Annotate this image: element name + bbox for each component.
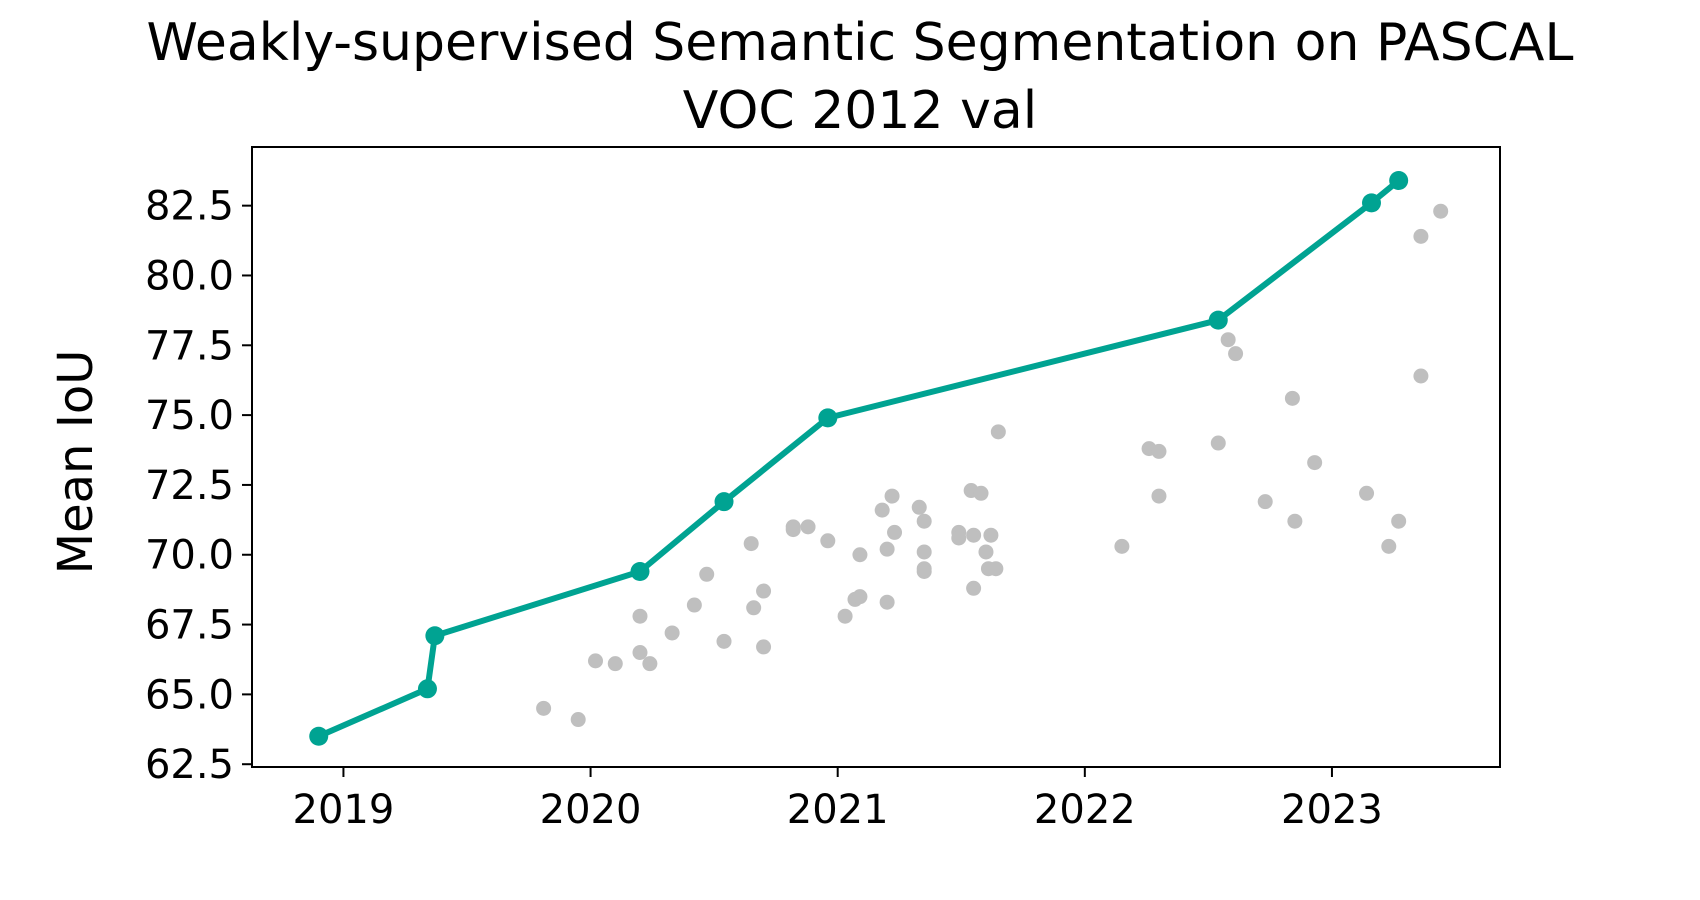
sota-point-5 — [818, 408, 838, 428]
other-point-25 — [879, 594, 895, 610]
other-point-23 — [874, 502, 890, 518]
y-tick-label-1: 65.0 — [145, 672, 234, 718]
other-point-8 — [686, 597, 702, 613]
other-point-32 — [916, 564, 932, 580]
other-point-41 — [983, 527, 999, 543]
sota-point-3 — [630, 562, 650, 582]
other-point-11 — [743, 536, 759, 552]
other-point-55 — [1359, 485, 1375, 501]
other-point-47 — [1151, 488, 1167, 504]
other-point-22 — [852, 547, 868, 563]
other-point-17 — [800, 519, 816, 535]
other-point-43 — [990, 424, 1006, 440]
other-point-16 — [785, 522, 801, 538]
other-point-21 — [852, 589, 868, 605]
other-point-30 — [916, 544, 932, 560]
other-point-26 — [884, 488, 900, 504]
y-tick-label-5: 75.0 — [145, 393, 234, 439]
other-point-4 — [632, 608, 648, 624]
sota-point-6 — [1208, 310, 1228, 330]
other-point-28 — [911, 499, 927, 515]
other-point-5 — [632, 644, 648, 660]
other-point-9 — [699, 566, 715, 582]
y-tick-label-7: 80.0 — [145, 253, 234, 299]
other-point-7 — [664, 625, 680, 641]
other-point-29 — [916, 513, 932, 529]
sota-point-1 — [417, 679, 437, 699]
other-point-34 — [951, 530, 967, 546]
axes-frame — [251, 146, 1501, 768]
other-point-12 — [746, 600, 762, 616]
other-point-0 — [536, 700, 552, 716]
other-point-57 — [1391, 513, 1407, 529]
other-point-37 — [966, 580, 982, 596]
sota-point-8 — [1389, 171, 1409, 191]
sota-line — [315, 177, 1402, 740]
chart-title-line2: VOC 2012 val — [683, 81, 1037, 141]
other-point-19 — [837, 608, 853, 624]
other-point-50 — [1228, 346, 1244, 362]
y-tick-label-0: 62.5 — [145, 742, 234, 788]
other-point-36 — [966, 527, 982, 543]
other-point-51 — [1257, 494, 1273, 510]
x-tick-label-1: 2020 — [540, 787, 642, 833]
y-tick-label-2: 67.5 — [145, 603, 234, 649]
other-point-44 — [1114, 538, 1130, 554]
other-point-1 — [570, 712, 586, 728]
other-point-14 — [756, 639, 772, 655]
sota-point-0 — [309, 726, 329, 746]
x-tick-label-2: 2021 — [787, 787, 889, 833]
other-point-58 — [1413, 368, 1429, 384]
other-point-49 — [1220, 332, 1236, 348]
other-point-24 — [879, 541, 895, 557]
other-point-48 — [1210, 435, 1226, 451]
sota-point-7 — [1361, 193, 1381, 213]
other-point-53 — [1287, 513, 1303, 529]
y-tick-label-8: 82.5 — [145, 184, 234, 230]
other-point-39 — [978, 544, 994, 560]
x-tick-label-0: 2019 — [293, 787, 395, 833]
y-axis-label: Mean IoU — [48, 350, 104, 575]
other-point-38 — [973, 485, 989, 501]
y-tick-label-6: 77.5 — [145, 323, 234, 369]
y-tick-label-4: 72.5 — [145, 463, 234, 509]
plot-area: 2019 2020 2021 2022 2023 62.5 65.0 67.5 70.0 72.5… — [145, 146, 1501, 833]
sota-point-4 — [714, 492, 734, 512]
other-point-59 — [1413, 228, 1429, 244]
other-point-52 — [1284, 390, 1300, 406]
sota-point-2 — [425, 626, 445, 646]
other-point-42 — [988, 561, 1004, 577]
x-tick-label-4: 2023 — [1281, 787, 1383, 833]
other-point-3 — [607, 656, 623, 672]
other-point-46 — [1151, 443, 1167, 459]
other-point-10 — [716, 633, 732, 649]
other-point-54 — [1307, 455, 1323, 471]
other-point-13 — [756, 583, 772, 599]
other-point-18 — [820, 533, 836, 549]
other-point-27 — [887, 524, 903, 540]
x-tick-label-3: 2022 — [1034, 787, 1136, 833]
other-point-6 — [642, 656, 658, 672]
y-tick-label-3: 70.0 — [145, 533, 234, 579]
other-point-60 — [1433, 203, 1449, 219]
chart-title-line1: Weakly-supervised Semantic Segmentation … — [147, 13, 1574, 73]
other-point-56 — [1381, 538, 1397, 554]
other-point-2 — [588, 653, 604, 669]
